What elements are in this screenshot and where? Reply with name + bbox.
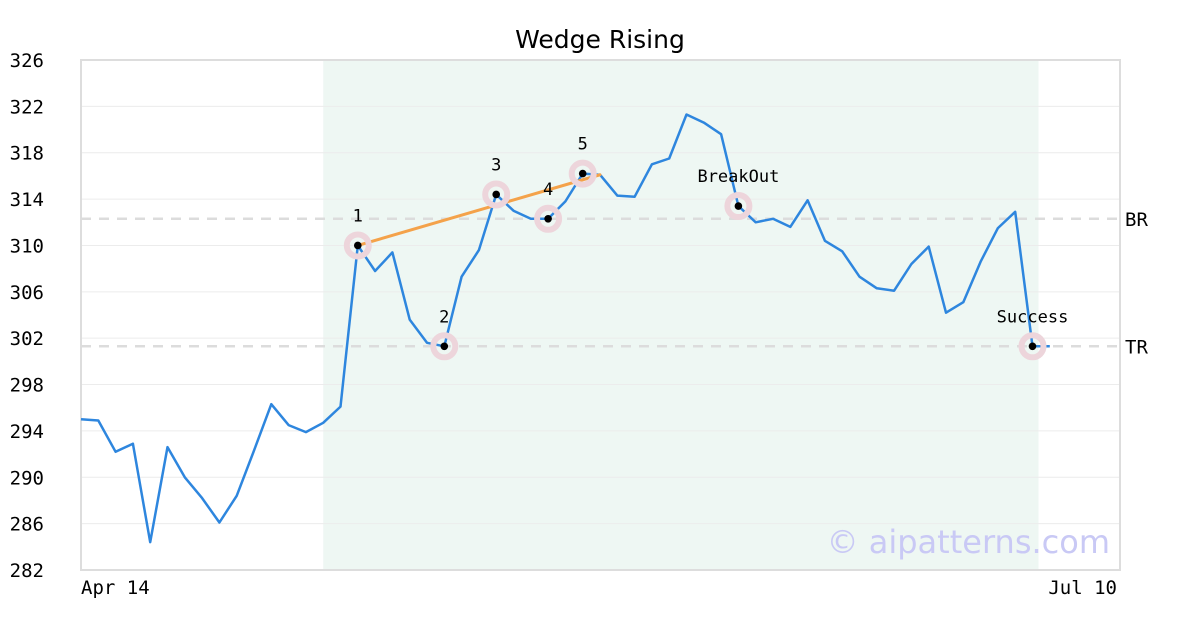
x-tick-label: Apr 14 <box>81 577 150 599</box>
reference-label: BR <box>1125 209 1148 231</box>
pattern-point-label: 4 <box>543 180 553 200</box>
pattern-point-halo <box>343 231 372 260</box>
y-tick-label: 318 <box>10 143 44 165</box>
pattern-point-label: 3 <box>491 155 501 175</box>
y-tick-label: 306 <box>10 282 44 304</box>
y-tick-label: 286 <box>10 514 44 536</box>
pattern-point-halo <box>482 180 511 209</box>
pattern-point <box>354 241 362 250</box>
y-tick-label: 298 <box>10 375 44 397</box>
pattern-point-label: 5 <box>578 135 588 155</box>
y-tick-label: 302 <box>10 328 44 350</box>
plot-frame <box>80 59 1121 571</box>
pattern-points: 1 2 3 4 5 BreakOut Success <box>343 135 1069 361</box>
trendline <box>356 173 602 247</box>
y-tick-label: 326 <box>10 50 44 72</box>
pattern-point <box>440 342 449 351</box>
pattern-point-halo <box>1018 332 1047 361</box>
series <box>80 113 1050 544</box>
y-tick-label: 310 <box>10 235 44 257</box>
y-tick-label: 294 <box>10 421 44 443</box>
pattern-point-label: BreakOut <box>697 167 779 187</box>
y-tick-label: 314 <box>10 189 44 211</box>
series-line <box>80 113 1050 544</box>
pattern-point-halo <box>568 159 597 188</box>
pattern-point-label: 2 <box>439 307 449 327</box>
watermark: © aipatterns.com <box>827 523 1110 561</box>
pattern-point-halo <box>724 192 753 221</box>
wedge-trendline <box>356 173 602 247</box>
pattern-point <box>1028 342 1037 351</box>
highlight-range <box>323 60 1039 570</box>
y-tick-label: 322 <box>10 96 44 118</box>
pattern-point-label: 1 <box>353 206 363 226</box>
pattern-point <box>544 214 552 223</box>
pattern-point-halo <box>534 204 563 233</box>
pattern-point <box>492 190 501 199</box>
reference-label: TR <box>1125 336 1148 358</box>
highlight-band <box>323 60 1039 570</box>
y-axis: 282 286 290 294 298 302 306 310 314 318 322 326 <box>10 50 44 582</box>
chart-title: Wedge Rising <box>515 25 685 54</box>
pattern-point <box>734 202 743 210</box>
reference-lines: BR TR <box>81 209 1148 358</box>
y-tick-label: 290 <box>10 467 44 489</box>
pattern-point-label: Success <box>997 307 1069 327</box>
y-tick-label: 282 <box>10 560 44 582</box>
pattern-point <box>578 169 587 178</box>
x-tick-label: Jul 10 <box>1048 577 1117 599</box>
pattern-point-halo <box>430 332 459 361</box>
x-axis: Apr 14 Jul 10 <box>81 577 1117 599</box>
